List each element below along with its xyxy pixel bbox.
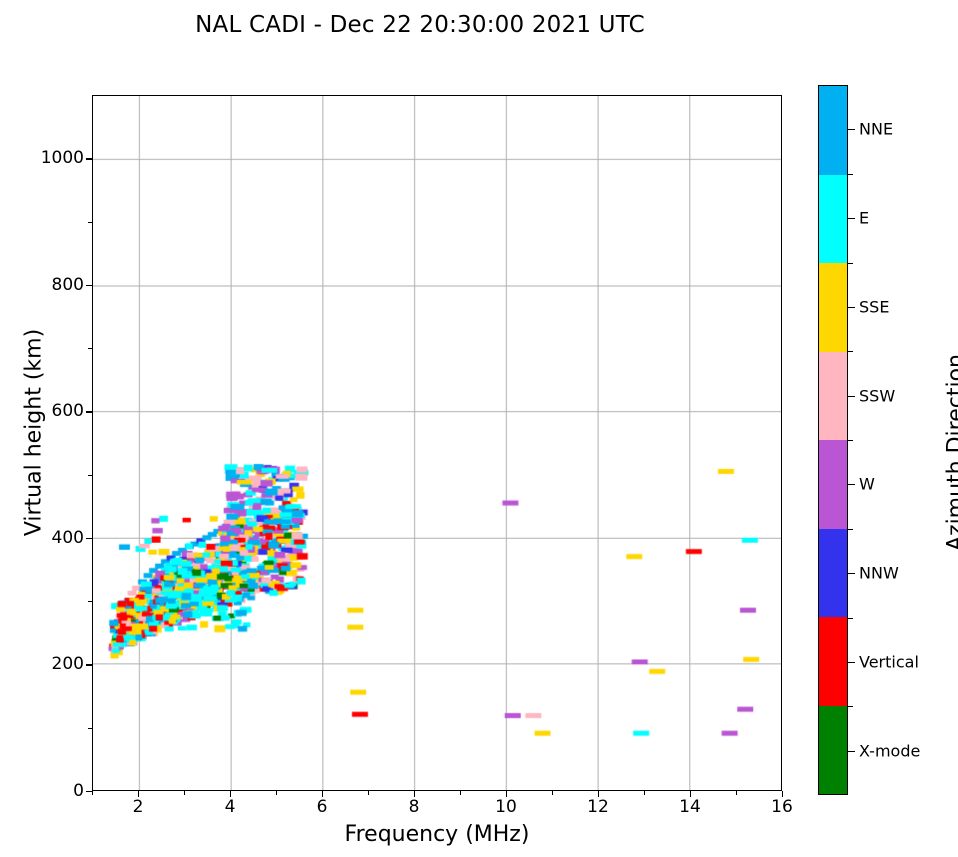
colorbar-segment bbox=[819, 705, 847, 794]
colorbar-tick-mark bbox=[848, 661, 855, 663]
axis-tick-mark bbox=[88, 601, 92, 603]
colorbar-boundary-tick bbox=[848, 351, 853, 353]
colorbar-segment bbox=[819, 86, 847, 175]
axis-tick-mark bbox=[88, 664, 92, 666]
x-tick-label: 6 bbox=[316, 797, 328, 817]
x-axis-ticks: 2 4 6 8 10 12 14 16 bbox=[0, 797, 958, 823]
colorbar-category-label: W bbox=[859, 474, 875, 494]
axis-tick-mark bbox=[276, 791, 278, 795]
colorbar-boundary-tick bbox=[848, 528, 853, 530]
axis-tick-mark bbox=[88, 221, 92, 223]
scatter-canvas bbox=[93, 96, 781, 790]
colorbar-category-label: NNE bbox=[859, 119, 894, 139]
x-tick-label: 8 bbox=[408, 797, 420, 817]
axis-tick-mark bbox=[230, 791, 232, 795]
page-title: NAL CADI - Dec 22 20:30:00 2021 UTC bbox=[195, 12, 645, 38]
colorbar-segment bbox=[819, 174, 847, 263]
colorbar-category-label: SSW bbox=[859, 386, 896, 406]
axis-tick-mark bbox=[88, 727, 92, 729]
colorbar-labels: NNE E SSE SSW W NNW Vertical X-mode bbox=[848, 85, 958, 795]
colorbar-boundary-tick bbox=[848, 173, 853, 175]
colorbar-category-label: E bbox=[859, 208, 870, 228]
axis-tick-mark bbox=[88, 474, 92, 476]
x-tick-label: 16 bbox=[771, 797, 793, 817]
colorbar-tick-mark bbox=[848, 218, 855, 220]
colorbar-category-label: Vertical bbox=[859, 652, 919, 672]
colorbar-boundary-tick bbox=[848, 706, 853, 708]
colorbar-tick-mark bbox=[848, 129, 855, 131]
axis-tick-mark bbox=[88, 158, 92, 160]
axis-tick-mark bbox=[92, 791, 94, 795]
axis-tick-mark bbox=[414, 791, 416, 795]
axis-tick-mark bbox=[88, 348, 92, 350]
colorbar-boundary-tick bbox=[848, 617, 853, 619]
axis-tick-mark bbox=[138, 791, 140, 795]
colorbar-boundary-tick bbox=[848, 262, 853, 264]
axis-tick-mark bbox=[460, 791, 462, 795]
colorbar-tick-mark bbox=[848, 573, 855, 575]
y-tick-label: 200 bbox=[51, 654, 84, 675]
colorbar-tick-mark bbox=[848, 484, 855, 486]
y-axis-ticks: 0 200 400 600 800 1000 bbox=[12, 0, 84, 857]
y-tick-label: 400 bbox=[51, 527, 84, 548]
x-tick-label: 4 bbox=[224, 797, 236, 817]
axis-tick-mark bbox=[184, 791, 186, 795]
plot-area bbox=[92, 95, 782, 791]
y-tick-label: 0 bbox=[73, 781, 84, 801]
colorbar-segment bbox=[819, 617, 847, 706]
x-tick-label: 12 bbox=[587, 797, 609, 817]
axis-tick-mark bbox=[552, 791, 554, 795]
axis-tick-mark bbox=[322, 791, 324, 795]
x-axis-title: Frequency (MHz) bbox=[344, 822, 530, 847]
x-tick-label: 14 bbox=[679, 797, 701, 817]
x-tick-label: 2 bbox=[132, 797, 144, 817]
colorbar-title: Azimuth Direction bbox=[943, 353, 958, 552]
axis-tick-mark bbox=[782, 791, 784, 795]
colorbar-boundary-tick bbox=[848, 440, 853, 441]
axis-tick-mark bbox=[86, 791, 92, 793]
colorbar-tick-mark bbox=[848, 750, 855, 752]
y-tick-label: 600 bbox=[51, 401, 84, 422]
colorbar-segment bbox=[819, 263, 847, 352]
axis-tick-mark bbox=[690, 791, 692, 795]
axis-tick-mark bbox=[736, 791, 738, 795]
axis-tick-mark bbox=[598, 791, 600, 795]
colorbar-segment bbox=[819, 528, 847, 617]
colorbar-category-label: NNW bbox=[859, 563, 899, 583]
axis-tick-mark bbox=[88, 537, 92, 540]
colorbar-segment bbox=[819, 351, 847, 440]
y-tick-label: 1000 bbox=[40, 148, 84, 169]
axis-tick-mark bbox=[368, 791, 370, 795]
axis-tick-mark bbox=[88, 284, 92, 286]
y-axis-title: Virtual height (km) bbox=[21, 328, 47, 537]
colorbar bbox=[818, 85, 848, 795]
colorbar-segment bbox=[819, 440, 847, 529]
axis-tick-mark bbox=[88, 411, 92, 413]
axis-tick-mark bbox=[506, 791, 508, 795]
y-tick-label: 800 bbox=[51, 274, 84, 295]
axis-tick-mark bbox=[644, 791, 646, 795]
colorbar-tick-mark bbox=[848, 306, 855, 308]
colorbar-category-label: X-mode bbox=[859, 741, 921, 761]
colorbar-category-label: SSE bbox=[859, 297, 890, 317]
colorbar-tick-mark bbox=[848, 395, 855, 397]
x-tick-label: 10 bbox=[495, 797, 517, 817]
